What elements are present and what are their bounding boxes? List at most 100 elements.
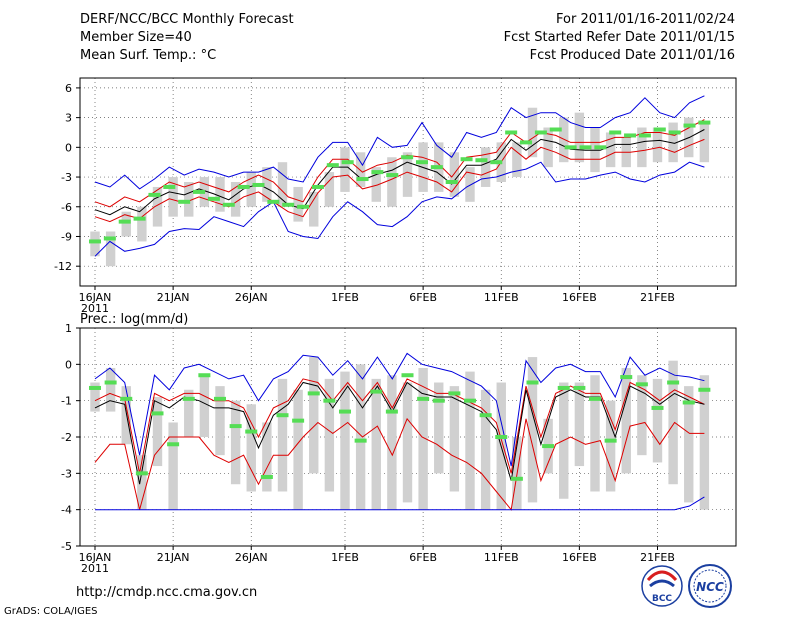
x-tick-label: 21FEB [640,551,675,564]
observed-marker [311,184,324,189]
observed-marker [260,474,273,479]
y-tick-label: -5 [61,540,72,553]
plot-frame [79,327,737,547]
plot-frame [79,77,737,287]
range-box [371,378,381,510]
range-box [402,382,413,503]
range-box [90,382,100,412]
range-box [668,360,678,485]
observed-marker [401,155,414,160]
range-box [465,371,475,510]
range-box [527,107,538,158]
observed-marker [282,202,295,207]
observed-marker [534,130,547,135]
range-box [340,371,350,510]
observed-marker [276,413,289,418]
y-tick-label: -1 [61,395,72,408]
bcc-swirl-icon [646,570,678,582]
range-box [559,117,569,163]
observed-marker [475,158,488,163]
precip-panel-title: Prec.: log(mm/d) [80,312,188,327]
observed-marker [490,160,503,165]
range-box [387,375,397,510]
range-box [152,186,163,227]
observed-marker [385,409,398,414]
range-box [512,142,522,178]
observed-marker [151,411,164,416]
x-tick-label: 6FEB [409,551,437,564]
series-line-ensemble_mean [94,381,705,485]
range-box [152,397,163,467]
observed-marker [667,380,680,385]
range-box [355,152,366,187]
series-line-min [94,161,705,257]
header-produced-date: Fcst Produced Date 2011/01/16 [530,48,735,63]
y-tick-label: -4 [61,504,72,517]
range-box [230,400,241,485]
x-tick-label: 21JAN [157,291,190,304]
observed-marker [386,173,399,178]
observed-marker [118,219,131,224]
range-box [684,386,694,503]
observed-marker [589,396,601,401]
observed-marker [354,438,367,443]
x-tick-label: 26JAN [235,551,268,564]
y-tick-label: 6 [65,82,72,95]
x-tick-label: 1FEB [331,291,359,304]
observed-marker [668,130,681,135]
observed-marker [89,385,101,390]
observed-marker [292,418,305,423]
range-box [105,231,116,267]
range-box [340,147,350,192]
x-tick-label: 1FEB [331,551,359,564]
range-box [184,182,194,217]
x-year-label: 2011 [81,302,109,315]
observed-marker [214,396,226,401]
header-start-date: Fcst Started Refer Date 2011/01/15 [504,30,735,45]
range-box [309,191,319,227]
observed-marker [698,387,711,392]
range-box [434,382,444,474]
x-tick-label: 21JAN [157,551,190,564]
range-box [387,157,397,207]
header-member-size: Member Size=40 [80,30,192,45]
bcc-logo-text: BCC [652,594,672,604]
x-tick-label: 21FEB [640,291,675,304]
range-box [168,422,178,510]
y-tick-label: -3 [61,171,72,184]
observed-marker [579,145,592,150]
footer-url[interactable]: http://cmdp.ncc.cma.gov.cn [76,585,257,600]
y-tick-label: 0 [65,141,72,154]
range-box [590,375,600,492]
observed-marker [542,444,555,449]
observed-marker [415,160,428,165]
range-box [215,386,225,456]
observed-marker [103,236,116,241]
observed-marker [564,145,577,150]
range-box [121,211,131,237]
observed-marker [193,189,206,194]
range-box [184,389,194,437]
range-box [90,231,100,257]
observed-marker [520,140,533,145]
range-box [371,167,381,202]
range-box [262,422,272,492]
range-box [621,367,631,474]
range-box [637,127,647,168]
observed-marker [464,398,476,403]
observed-marker [620,375,633,380]
precipitation-panel: 1 0 -1 -2 -3 -4 -5 16JAN 21JAN 26JAN 1FEB 6FEB 11FEB… [61,322,737,575]
observed-marker [163,184,176,189]
range-box [668,122,678,163]
y-tick-label: 1 [65,322,72,335]
series-line-max [94,95,705,190]
observed-marker [495,435,508,439]
observed-marker [682,400,695,405]
observed-marker [148,192,161,197]
y-tick-label: -3 [61,467,72,480]
observed-marker [573,385,586,390]
observed-marker [339,409,351,414]
bcc-logo: BCC [641,565,683,607]
observed-marker [341,160,354,165]
x-year-label: 2011 [81,562,109,575]
